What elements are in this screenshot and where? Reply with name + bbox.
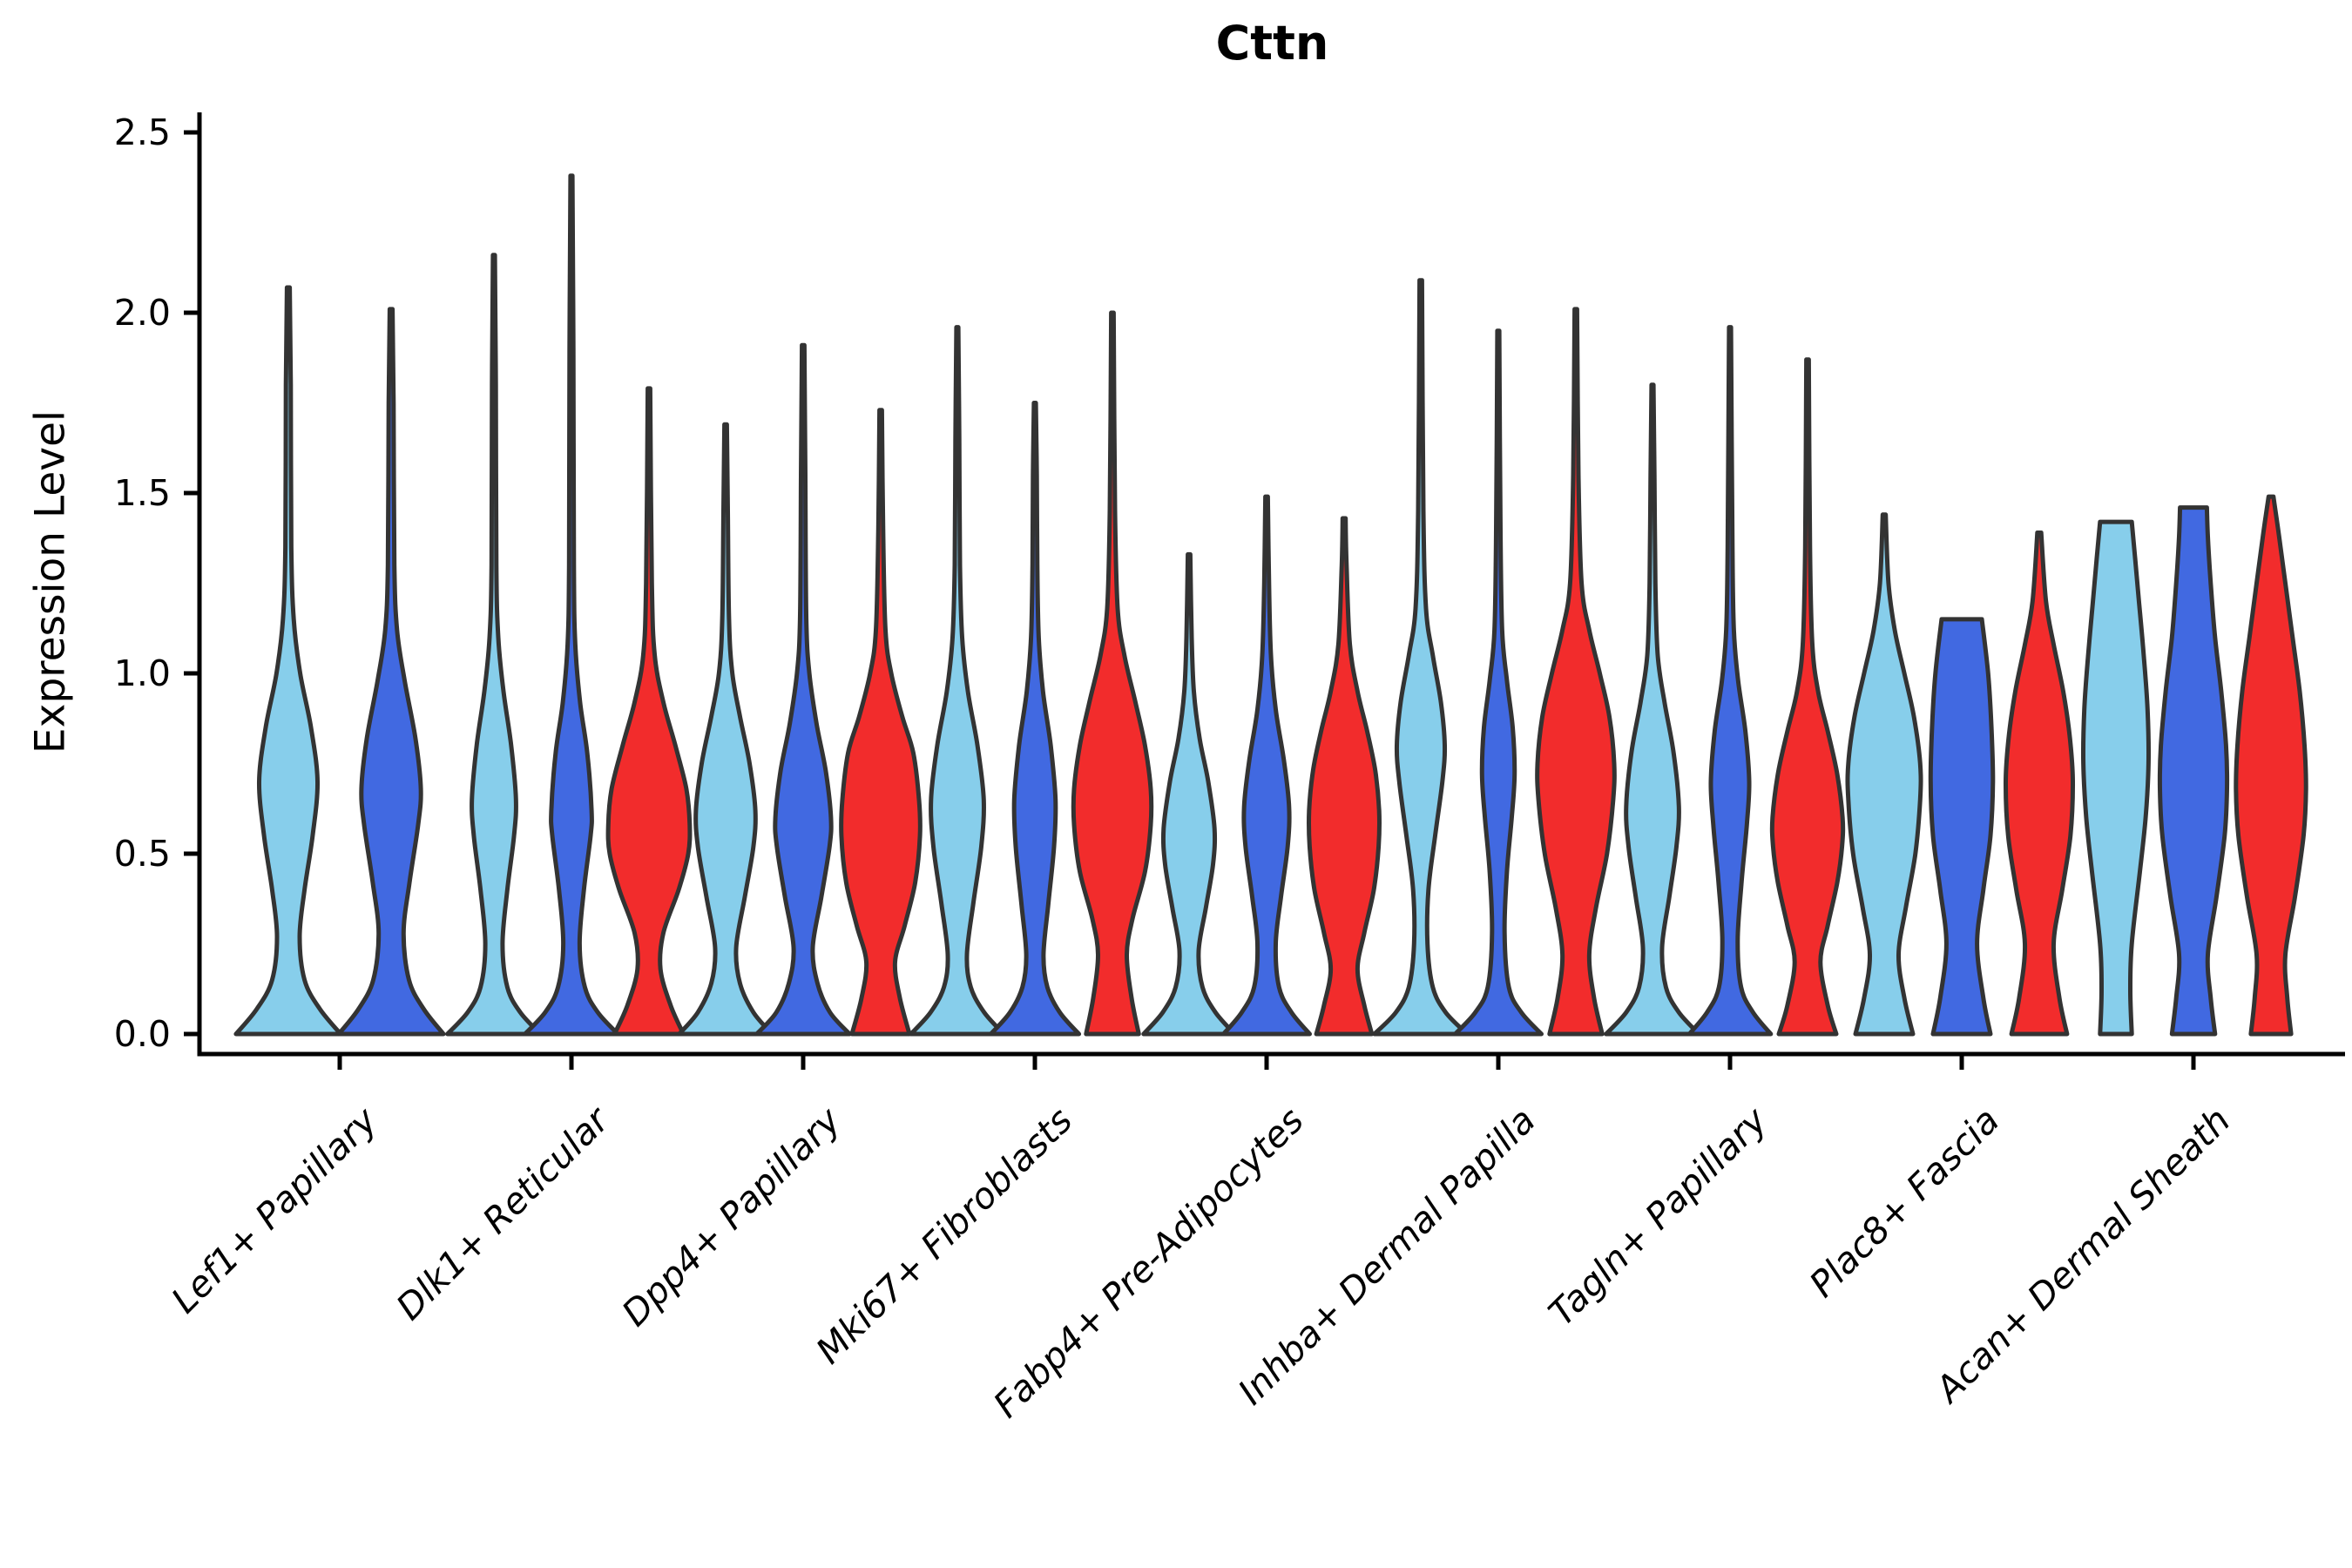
violin-mki67-fibroblasts-hue_1 <box>909 325 1006 1037</box>
y-tick-label: 1.0 <box>113 652 171 694</box>
y-tick-label: 2.5 <box>113 112 171 153</box>
violin-dpp4-papillary-hue_2 <box>754 342 852 1037</box>
violin-lef1-papillary-hue_2 <box>336 307 446 1037</box>
violin-dlk1-reticular-hue_2 <box>523 173 620 1037</box>
violin-fabp4-pre-adipocytes-hue_1 <box>1141 551 1237 1037</box>
y-tick-label: 0.0 <box>113 1013 171 1055</box>
violin-tagln-papillary-hue_2 <box>1686 325 1774 1037</box>
violin-plac8-fascia-hue_1 <box>1845 512 1923 1037</box>
violin-dlk1-reticular-hue_1 <box>445 253 543 1037</box>
y-tick-label: 2.0 <box>113 292 171 334</box>
violin-acan-dermal-sheath-hue_2 <box>2157 505 2230 1037</box>
violin-fabp4-pre-adipocytes-hue_3 <box>1306 516 1382 1037</box>
violin-acan-dermal-sheath-hue_1 <box>2080 519 2152 1037</box>
violin-tagln-papillary-hue_3 <box>1769 357 1846 1037</box>
violin-plac8-fascia-hue_2 <box>1928 617 1996 1037</box>
violin-mki67-fibroblasts-hue_3 <box>1071 310 1154 1037</box>
y-tick-label: 1.5 <box>113 472 171 514</box>
violin-inhba-dermal-papilla-hue_2 <box>1453 328 1544 1037</box>
violin-mki67-fibroblasts-hue_2 <box>988 401 1082 1037</box>
violin-plac8-fascia-hue_3 <box>2003 531 2076 1037</box>
violin-fabp4-pre-adipocytes-hue_2 <box>1221 494 1312 1037</box>
chart-title: Cttn <box>1215 16 1329 71</box>
violin-dlk1-reticular-hue_3 <box>605 386 693 1037</box>
y-tick-label: 0.5 <box>113 833 171 875</box>
violin-inhba-dermal-papilla-hue_3 <box>1535 307 1617 1037</box>
violin-dpp4-papillary-hue_3 <box>839 408 923 1037</box>
violin-tagln-papillary-hue_1 <box>1604 382 1701 1037</box>
violin-dpp4-papillary-hue_1 <box>677 422 774 1037</box>
violin-inhba-dermal-papilla-hue_1 <box>1372 278 1470 1037</box>
violin-acan-dermal-sheath-hue_3 <box>2234 494 2308 1037</box>
violin-lef1-papillary-hue_1 <box>233 285 343 1037</box>
